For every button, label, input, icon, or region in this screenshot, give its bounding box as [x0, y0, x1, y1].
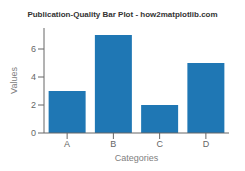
svg-text:Values: Values — [9, 67, 19, 94]
svg-text:6: 6 — [31, 44, 36, 54]
svg-text:2: 2 — [31, 100, 36, 110]
html-text:Publication-Quality Bar Plot -: Publication-Quality Bar Plot - how2matpl… — [27, 10, 218, 19]
svg-text:Categories: Categories — [115, 153, 159, 163]
svg-text:A: A — [64, 139, 70, 149]
svg-text:4: 4 — [31, 72, 36, 82]
svg-text:0: 0 — [31, 128, 36, 138]
svg-text:D: D — [203, 139, 210, 149]
svg-text:B: B — [110, 139, 116, 149]
svg-text:C: C — [156, 139, 163, 149]
